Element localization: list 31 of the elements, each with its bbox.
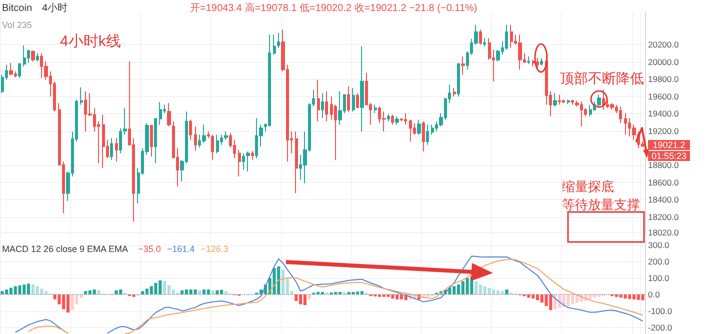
y-tick-label: 19200.0: [648, 126, 679, 136]
y-tick-label: 18020.0: [648, 227, 679, 238]
y-tick-label: -200.0: [648, 322, 672, 332]
chart-subtitle: 4小时: [42, 3, 68, 14]
chart-title: Bitcoin: [2, 3, 32, 14]
annotation: 4小时k线: [60, 33, 121, 50]
y-tick-label: 18800.0: [648, 160, 679, 170]
y-tick-label: 19800.0: [648, 74, 679, 84]
y-tick-label: 19600.0: [648, 91, 679, 102]
annotation: 顶部不断降低: [560, 70, 644, 86]
annotation: 开=19043.4 高=19078.1 低=19020.2 收=19021.2 −21.8 (−0.11%): [190, 3, 478, 14]
chart-title: MACD 12 26 close 9 EMA EMA: [2, 244, 128, 254]
y-tick-label: 0.0: [648, 289, 660, 300]
y-tick-label: 20200.0: [648, 40, 679, 50]
y-tick-label: 100.0: [648, 272, 670, 283]
text: 19021.2: [648, 140, 690, 150]
y-tick-label: 18600.0: [648, 177, 679, 188]
y-tick-label: 300.0: [648, 240, 670, 250]
y-tick-label: 20000.0: [648, 56, 679, 67]
y-tick-label: 200.0: [648, 256, 670, 266]
annotation: 等待放量支撑: [562, 197, 640, 213]
annotation: −35.0: [138, 244, 161, 254]
y-tick-label: 19400.0: [648, 108, 679, 119]
y-tick-label: 18400.0: [648, 194, 679, 205]
y-tick-label: -100.0: [648, 306, 672, 316]
annotation: Vol 235: [2, 20, 32, 30]
annotation: −126.3: [200, 244, 228, 254]
annotation: 缩量探底: [562, 179, 614, 195]
text: 01:55:23: [648, 151, 690, 162]
y-tick-label: 18200.0: [648, 212, 679, 222]
annotation: −161.4: [166, 244, 195, 254]
